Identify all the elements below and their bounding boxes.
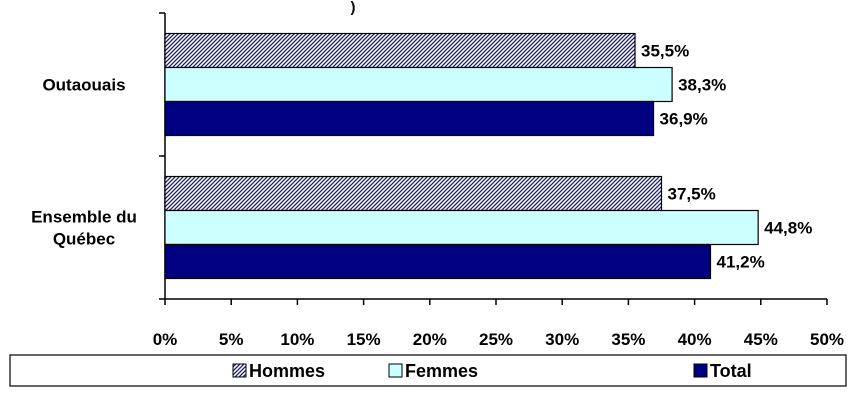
- data-label: 35,5%: [641, 42, 689, 61]
- x-tick-label: 5%: [219, 330, 244, 349]
- category-label: Québec: [53, 230, 115, 249]
- legend-label-total: Total: [710, 361, 752, 381]
- legend-swatch-total: [693, 363, 708, 378]
- bar-femmes: [164, 209, 759, 246]
- bar-femmes: [164, 66, 673, 103]
- x-tick-label: 45%: [744, 330, 778, 349]
- legend-label-hommes: Hommes: [249, 361, 325, 381]
- x-tick-label: 35%: [611, 330, 645, 349]
- category-label: Ensemble du: [31, 208, 137, 227]
- legend-swatch-femmes: [388, 363, 403, 378]
- bar-hommes: [164, 32, 636, 69]
- data-label: 44,8%: [764, 219, 812, 238]
- data-label: 36,9%: [660, 110, 708, 129]
- chart-title-fragment: ): [351, 0, 356, 16]
- bar-hommes: [164, 175, 663, 212]
- x-tick-label: 20%: [413, 330, 447, 349]
- bar-total: [164, 100, 655, 137]
- x-tick-label: 0%: [153, 330, 178, 349]
- x-tick-label: 30%: [545, 330, 579, 349]
- x-tick-label: 15%: [347, 330, 381, 349]
- data-label: 37,5%: [668, 185, 716, 204]
- x-tick-label: 50%: [810, 330, 844, 349]
- x-tick-label: 10%: [280, 330, 314, 349]
- data-label: 38,3%: [678, 76, 726, 95]
- x-tick-label: 25%: [479, 330, 513, 349]
- x-tick-label: 40%: [678, 330, 712, 349]
- legend-swatch-hommes: [232, 363, 247, 378]
- data-label: 41,2%: [716, 253, 764, 272]
- legend-label-femmes: Femmes: [405, 361, 478, 381]
- bar-total: [164, 243, 712, 280]
- category-label: Outaouais: [42, 76, 125, 95]
